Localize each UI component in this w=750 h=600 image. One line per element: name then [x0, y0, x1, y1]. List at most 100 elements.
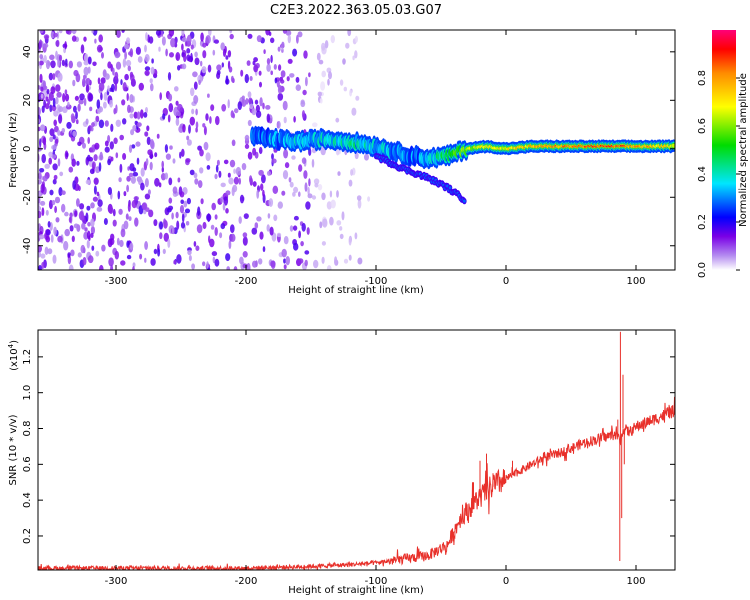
noise-speckle: [65, 152, 69, 158]
noise-speckle: [219, 232, 223, 239]
noise-speckle: [92, 196, 98, 202]
noise-speckle: [283, 149, 289, 159]
noise-speckle: [195, 121, 199, 129]
noise-speckle: [162, 113, 166, 120]
noise-speckle: [55, 40, 59, 47]
noise-speckle: [293, 186, 299, 193]
noise-speckle: [293, 242, 299, 251]
noise-speckle: [297, 31, 303, 38]
noise-speckle: [215, 115, 220, 126]
noise-speckle: [266, 224, 270, 232]
noise-speckle: [77, 103, 81, 112]
noise-speckle: [319, 221, 323, 229]
noise-speckle: [93, 154, 98, 162]
colorbar-tick-label: 0.4: [697, 166, 708, 182]
noise-speckle: [145, 32, 148, 41]
noise-speckle: [301, 110, 306, 119]
noise-speckle: [124, 43, 129, 50]
noise-speckle: [189, 169, 195, 176]
noise-speckle: [129, 113, 134, 119]
x-tick-label: -100: [365, 276, 388, 287]
noise-speckle: [262, 102, 265, 110]
noise-speckle: [126, 104, 131, 114]
noise-speckle: [72, 79, 76, 87]
noise-speckle: [207, 93, 210, 98]
noise-speckle: [85, 118, 89, 125]
noise-speckle: [56, 91, 62, 98]
snr-scale-label: (x104): [7, 340, 20, 371]
noise-speckle: [200, 198, 204, 205]
noise-speckle: [54, 125, 59, 133]
noise-speckle: [321, 192, 326, 201]
noise-speckle: [58, 106, 64, 113]
noise-speckle: [206, 165, 211, 170]
noise-speckle: [147, 149, 153, 156]
noise-speckle: [277, 84, 283, 95]
noise-speckle: [132, 125, 138, 131]
noise-speckle: [100, 92, 103, 101]
noise-speckle: [40, 253, 46, 259]
snr-x-label: Height of straight line (km): [288, 585, 424, 596]
noise-speckle: [306, 227, 310, 235]
noise-speckle: [80, 215, 85, 221]
noise-speckle: [67, 252, 71, 257]
colorbar-label: Normalized spectral amplitude: [738, 73, 749, 227]
noise-speckle: [85, 212, 89, 222]
noise-speckle: [270, 260, 276, 268]
noise-speckle: [195, 127, 198, 133]
noise-speckle: [216, 64, 222, 71]
noise-speckle: [72, 180, 76, 190]
noise-speckle: [48, 151, 53, 158]
noise-speckle: [159, 92, 162, 101]
noise-speckle: [259, 231, 264, 240]
noise-speckle: [205, 113, 209, 121]
noise-speckle: [203, 141, 209, 151]
noise-speckle: [59, 171, 64, 177]
noise-speckle: [129, 242, 134, 250]
noise-speckle: [55, 96, 59, 105]
noise-speckle: [80, 44, 85, 54]
noise-speckle: [262, 246, 266, 253]
noise-speckle: [129, 71, 134, 78]
noise-speckle: [179, 205, 185, 214]
noise-speckle: [39, 54, 44, 60]
noise-speckle: [324, 40, 329, 49]
noise-speckle: [292, 225, 298, 231]
noise-speckle: [162, 248, 166, 255]
noise-speckle: [292, 48, 298, 57]
noise-speckle: [117, 190, 121, 200]
noise-speckle: [190, 44, 194, 50]
y-tick-label: 0.8: [22, 421, 33, 437]
noise-speckle: [193, 95, 199, 104]
noise-speckle: [150, 140, 155, 150]
noise-speckle: [227, 172, 231, 178]
noise-speckle: [170, 38, 176, 48]
noise-speckle: [179, 191, 185, 198]
noise-speckle: [150, 66, 155, 75]
spectrogram-x-label: Height of straight line (km): [288, 285, 424, 296]
noise-speckle: [318, 59, 324, 65]
noise-speckle: [259, 81, 262, 88]
noise-speckle: [168, 197, 173, 204]
noise-speckle: [308, 178, 311, 187]
noise-speckle: [201, 66, 207, 74]
noise-speckle: [172, 186, 178, 194]
noise-speckle: [186, 34, 192, 45]
noise-speckle: [96, 206, 103, 212]
noise-speckle: [295, 84, 301, 91]
noise-speckle: [171, 212, 174, 220]
noise-speckle: [300, 241, 304, 247]
noise-speckle: [328, 71, 332, 80]
noise-speckle: [136, 157, 140, 165]
noise-speckle: [49, 104, 53, 113]
noise-speckle: [147, 189, 151, 195]
noise-speckle: [126, 254, 132, 260]
noise-speckle: [235, 166, 241, 176]
noise-speckle: [58, 187, 63, 196]
noise-speckle: [104, 140, 109, 147]
noise-speckle: [124, 51, 127, 60]
noise-speckle: [270, 70, 274, 76]
noise-speckle: [298, 164, 303, 172]
noise-speckle: [58, 114, 63, 124]
